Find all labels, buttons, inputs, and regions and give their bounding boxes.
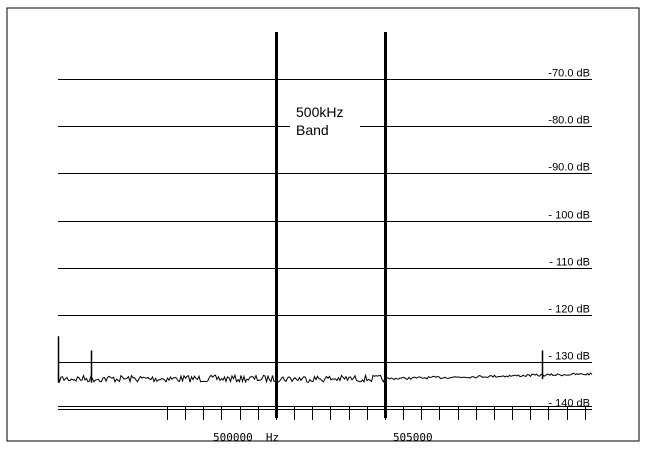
y-tick-labels: -70.0 dB -80.0 dB -90.0 dB - 100 dB - 110 dB… bbox=[548, 68, 590, 410]
x-tick-label: 505000 bbox=[393, 431, 433, 444]
x-tick-labels: 500000 Hz 505000 bbox=[213, 431, 433, 444]
y-tick-label: - 110 dB bbox=[549, 257, 590, 269]
y-tick-label: - 130 dB bbox=[548, 351, 590, 363]
x-axis bbox=[58, 406, 592, 420]
annotation-background bbox=[290, 100, 360, 142]
y-tick-label: - 140 dB bbox=[548, 398, 590, 410]
y-tick-label: - 100 dB bbox=[548, 210, 590, 222]
annotation-line-1: 500kHz bbox=[296, 104, 343, 120]
x-tick-label: 500000 Hz bbox=[213, 431, 279, 444]
gridlines bbox=[58, 79, 592, 410]
band-annotation: 500kHz Band bbox=[290, 100, 360, 142]
annotation-line-2: Band bbox=[296, 122, 329, 138]
y-tick-label: -90.0 dB bbox=[548, 162, 590, 174]
chart-frame bbox=[6, 7, 640, 442]
noise-floor-trace bbox=[57, 372, 593, 384]
y-tick-label: -70.0 dB bbox=[548, 68, 590, 80]
y-tick-label: - 120 dB bbox=[548, 304, 590, 316]
band-markers bbox=[275, 32, 387, 418]
y-tick-label: -80.0 dB bbox=[548, 115, 590, 127]
